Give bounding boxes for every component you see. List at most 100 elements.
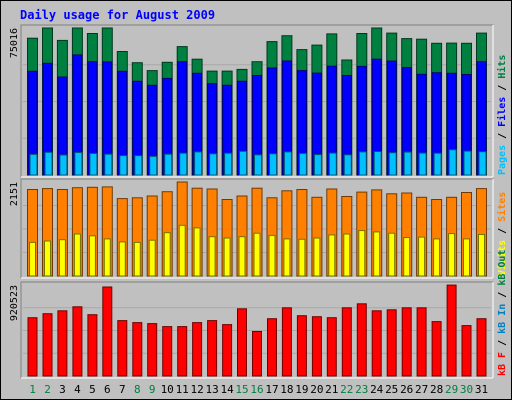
x-tick-label: 15 <box>235 383 248 396</box>
chart-panels: 75016 Pages / Files / Hits 2151 Visits / Si… <box>9 24 508 379</box>
bar-kb-f-day-1 <box>27 317 38 377</box>
bar-kb-f-day-26 <box>401 307 412 377</box>
bar-kb-f-day-24 <box>371 310 382 377</box>
bar-pages-day-27 <box>418 152 427 176</box>
bar-kb-f-day-2 <box>42 313 53 377</box>
bar-pages-day-20 <box>313 154 322 176</box>
bar-kb-f-day-12 <box>192 322 203 377</box>
panel-visits: 2151 Visits / Sites <box>9 178 508 279</box>
x-tick-label: 9 <box>149 383 156 396</box>
bar-kb-f-day-10 <box>162 326 173 377</box>
x-tick-label: 16 <box>250 383 263 396</box>
bar-pages-day-23 <box>358 151 367 176</box>
bar-visits-day-29 <box>448 233 456 277</box>
x-tick-label: 25 <box>385 383 398 396</box>
bar-visits-day-21 <box>328 234 336 277</box>
bar-pages-day-16 <box>254 154 262 176</box>
panel-legend: Pages / Files / Hits <box>496 55 508 175</box>
bar-kb-f-day-29 <box>446 284 457 377</box>
x-tick-label: 1 <box>29 383 36 396</box>
bar-kb-f-day-16 <box>252 331 262 377</box>
bar-visits-day-27 <box>418 236 426 277</box>
bar-kb-f-day-8 <box>132 322 143 377</box>
bar-kb-f-day-7 <box>117 320 128 377</box>
x-tick-label: 4 <box>74 383 81 396</box>
bar-kb-f-day-13 <box>207 320 218 377</box>
bar-visits-day-4 <box>73 233 81 277</box>
bar-pages-day-29 <box>448 149 457 176</box>
bar-kb-f-day-27 <box>416 307 427 377</box>
bar-kb-f-day-25 <box>386 309 397 377</box>
bar-visits-day-17 <box>268 234 276 277</box>
bar-visits-day-10 <box>163 232 171 277</box>
bar-kb-f-day-20 <box>311 316 322 377</box>
bar-visits-day-30 <box>463 238 470 277</box>
x-tick-label: 11 <box>176 383 189 396</box>
x-tick-label: 18 <box>280 383 293 396</box>
bar-pages-day-1 <box>29 153 38 176</box>
bar-kb-f-day-3 <box>57 310 68 377</box>
bar-kb-f-day-15 <box>237 308 247 377</box>
bar-pages-day-25 <box>388 152 397 176</box>
legend-entry: Sites <box>496 192 508 222</box>
legend-separator: / <box>497 127 508 145</box>
x-tick-label: 24 <box>370 383 384 396</box>
x-tick-label: 5 <box>89 383 96 396</box>
x-tick-label: 3 <box>59 383 66 396</box>
x-tick-label: 30 <box>460 383 473 396</box>
x-tick-label: 10 <box>161 383 174 396</box>
x-tick-label: 8 <box>134 383 141 396</box>
bar-visits-day-25 <box>388 232 396 277</box>
panel-hits: 75016 Pages / Files / Hits <box>9 24 508 178</box>
bar-visits-day-9 <box>148 239 156 277</box>
x-tick-label: 2 <box>44 383 51 396</box>
bar-kb-f-day-6 <box>102 286 113 377</box>
bar-visits-day-28 <box>433 238 441 277</box>
bar-pages-day-9 <box>149 155 158 176</box>
bar-pages-day-11 <box>179 152 188 176</box>
x-tick-label: 14 <box>220 383 234 396</box>
bar-pages-day-19 <box>298 152 307 176</box>
x-tick-label: 23 <box>355 383 368 396</box>
bar-pages-day-17 <box>269 153 277 176</box>
series-files <box>27 54 487 176</box>
bar-kb-f-day-14 <box>222 324 233 377</box>
bar-visits-day-1 <box>29 241 36 277</box>
bar-kb-f-day-23 <box>356 303 367 377</box>
bar-visits-day-13 <box>208 236 216 277</box>
bar-visits-day-6 <box>103 238 111 277</box>
bar-pages-day-6 <box>104 153 113 176</box>
bar-kb-f-day-5 <box>87 314 98 377</box>
bar-visits-day-26 <box>403 237 411 277</box>
legend-separator: / <box>497 334 508 352</box>
bar-visits-day-31 <box>478 234 485 277</box>
x-tick-label: 22 <box>340 383 353 396</box>
legend-separator: / <box>497 222 508 240</box>
bar-visits-day-11 <box>178 224 186 277</box>
legend-separator: / <box>497 79 508 97</box>
bar-visits-day-24 <box>373 231 381 277</box>
series-kb-f <box>27 284 487 377</box>
legend-entry: Files <box>496 97 508 127</box>
x-tick-label: 26 <box>400 383 413 396</box>
bar-pages-day-3 <box>59 154 68 176</box>
legend-entry: Pages <box>497 145 508 175</box>
legend-separator: / <box>497 286 508 304</box>
bar-visits-day-14 <box>223 237 231 277</box>
bar-visits-day-19 <box>298 238 306 277</box>
x-tick-label: 12 <box>190 383 203 396</box>
panel-max-label: 75016 <box>9 28 20 58</box>
bar-visits-day-23 <box>358 230 366 277</box>
bar-visits-day-16 <box>253 232 261 277</box>
series-visits <box>29 224 485 277</box>
x-tick-label: 27 <box>415 383 428 396</box>
bar-pages-day-12 <box>194 151 203 176</box>
bar-kb-f-day-4 <box>72 306 83 377</box>
bar-pages-day-4 <box>74 152 83 176</box>
bar-kb-f-day-30 <box>461 325 472 377</box>
bar-pages-day-21 <box>328 152 337 176</box>
bar-pages-day-8 <box>134 155 143 176</box>
bar-kb-f-day-11 <box>177 326 188 377</box>
bar-kb-f-day-9 <box>147 323 158 377</box>
